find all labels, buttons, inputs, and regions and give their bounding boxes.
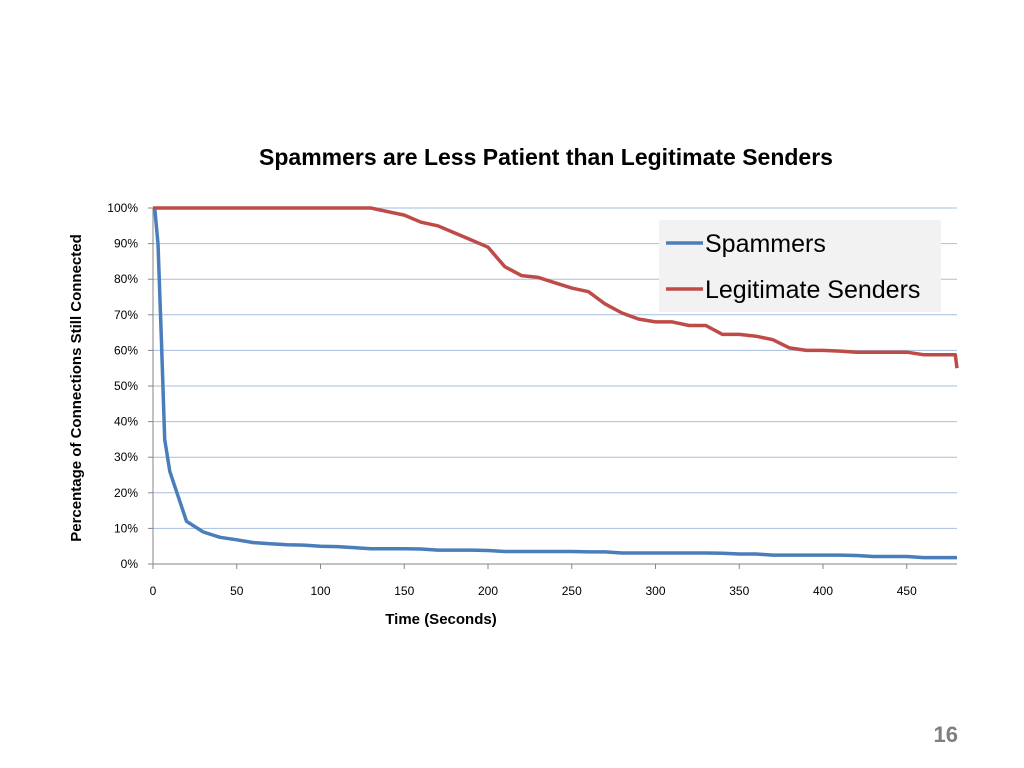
y-tick-label: 80%	[114, 272, 138, 286]
x-tick-label: 50	[230, 584, 244, 598]
x-tick-label: 200	[478, 584, 498, 598]
y-tick-label: 50%	[114, 379, 138, 393]
legend-label: Spammers	[705, 230, 826, 258]
y-tick-label: 0%	[121, 557, 139, 571]
series-line-legitimate-senders	[153, 206, 959, 369]
x-tick-label: 150	[394, 584, 414, 598]
x-tick-label: 250	[562, 584, 582, 598]
x-axis-ticks: 0 50 100 150 200 250 300 350 400 450	[150, 564, 917, 598]
x-tick-label: 450	[897, 584, 917, 598]
chart-title: Spammers are Less Patient than Legitimat…	[259, 144, 833, 170]
series-line-spammers	[152, 207, 957, 560]
x-tick-label: 400	[813, 584, 833, 598]
y-axis-title: Percentage of Connections Still Connecte…	[68, 234, 85, 542]
y-axis-ticks: 0% 10% 20% 30% 40% 50% 60% 70% 80% 90% 100%	[107, 201, 153, 571]
legend-box	[659, 220, 941, 312]
x-tick-label: 100	[310, 584, 330, 598]
y-tick-label: 30%	[114, 450, 138, 464]
y-tick-label: 20%	[114, 486, 138, 500]
y-tick-label: 40%	[114, 415, 138, 429]
series-lines	[152, 206, 959, 560]
x-axis-title: Time (Seconds)	[385, 611, 496, 628]
legend: Spammers Legitimate Senders	[659, 220, 941, 312]
y-tick-label: 70%	[114, 308, 138, 322]
legend-label: Legitimate Senders	[705, 276, 920, 304]
x-tick-label: 300	[645, 584, 665, 598]
y-tick-label: 60%	[114, 343, 138, 357]
gridlines	[153, 207, 957, 529]
x-tick-label: 350	[729, 584, 749, 598]
y-tick-label: 100%	[107, 201, 138, 215]
y-tick-label: 10%	[114, 521, 138, 535]
y-tick-label: 90%	[114, 237, 138, 251]
x-tick-label: 0	[150, 584, 157, 598]
page-number: 16	[933, 722, 958, 747]
